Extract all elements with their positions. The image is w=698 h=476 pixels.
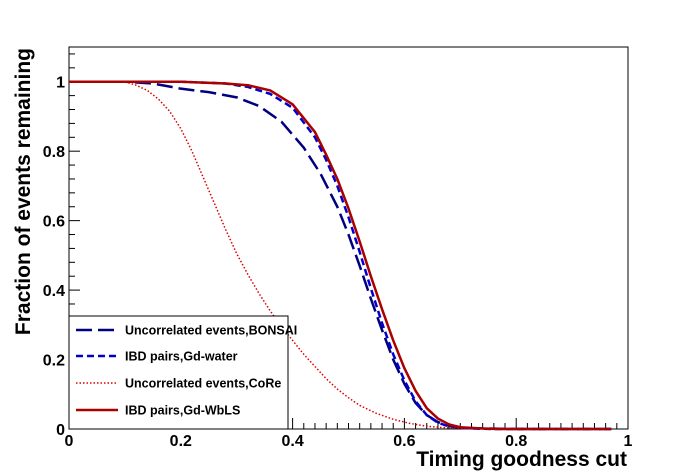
- x-tick-label: 1: [624, 433, 633, 450]
- legend-label: IBD pairs,Gd-WbLS: [125, 404, 240, 418]
- x-tick-label: 0.6: [393, 433, 415, 450]
- series-layer: [69, 80, 612, 431]
- legend-label: Uncorrelated events,BONSAI: [125, 324, 297, 338]
- x-tick-label: 0.4: [281, 433, 303, 450]
- y-tick-label: 0: [56, 422, 65, 439]
- legend-label: Uncorrelated events,CoRe: [125, 377, 281, 391]
- y-tick-label: 0.2: [43, 353, 65, 370]
- x-tick-label: 0.2: [170, 433, 192, 450]
- y-axis: 0 0.2 0.4 0.6 0.8 1: [43, 53, 80, 439]
- x-tick-label: 0.8: [505, 433, 527, 450]
- legend: Uncorrelated events,BONSAI IBD pairs,Gd-w…: [68, 315, 297, 430]
- y-tick-label: 0.6: [43, 214, 65, 231]
- y-tick-label: 0.8: [43, 144, 65, 161]
- y-axis-title: Fraction of events remaining: [12, 48, 35, 335]
- y-tick-label: 0.4: [43, 283, 65, 300]
- x-axis-title: Timing goodness cut: [416, 448, 627, 471]
- series-line-4: [69, 80, 612, 431]
- legend-label: IBD pairs,Gd-water: [125, 350, 238, 364]
- x-tick-label: 0: [65, 433, 74, 450]
- y-tick-label: 1: [56, 75, 65, 92]
